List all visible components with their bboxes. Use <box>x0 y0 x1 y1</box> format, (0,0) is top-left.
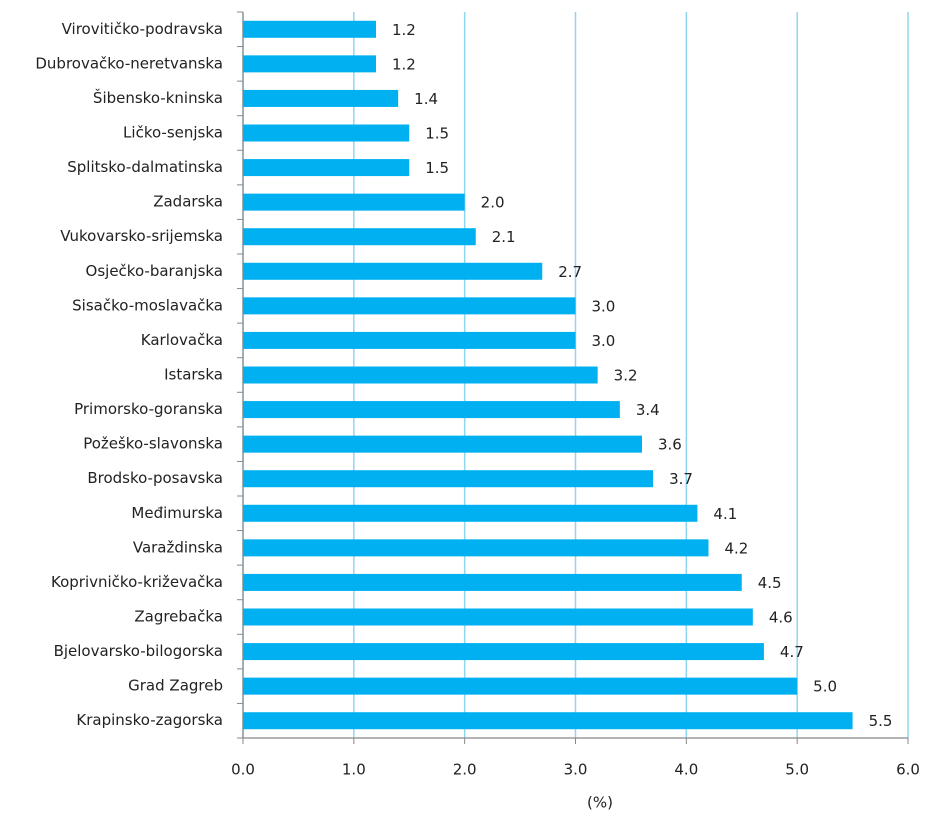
bar <box>243 159 410 177</box>
value-label: 5.0 <box>813 678 837 696</box>
y-tick-label: Vukovarsko-srijemska <box>60 227 223 245</box>
bar <box>243 193 465 211</box>
bar <box>243 712 853 730</box>
bar <box>243 435 642 453</box>
value-label: 4.5 <box>758 574 782 592</box>
y-tick-label: Bjelovarsko-bilogorska <box>54 642 223 660</box>
value-label: 3.7 <box>669 470 693 488</box>
x-tick-label: 5.0 <box>785 761 809 779</box>
value-label: 3.0 <box>592 297 616 315</box>
value-label: 1.2 <box>392 21 416 39</box>
bar <box>243 401 620 419</box>
value-label: 4.6 <box>769 609 793 627</box>
value-label: 2.7 <box>558 263 582 281</box>
x-axis-label: (%) <box>587 794 613 812</box>
y-tick-label: Šibensko-kninska <box>93 88 223 107</box>
value-label: 2.0 <box>481 194 505 212</box>
y-tick-label: Koprivničko-križevačka <box>51 573 223 591</box>
bar <box>243 677 798 695</box>
value-label: 3.2 <box>614 367 638 385</box>
y-tick-label: Karlovačka <box>141 331 223 349</box>
bar <box>243 89 399 107</box>
y-tick-label: Sisačko-moslavačka <box>72 296 223 314</box>
y-tick-label: Virovitičko-podravska <box>62 20 223 38</box>
value-label: 5.5 <box>869 712 893 730</box>
value-label: 1.4 <box>414 90 438 108</box>
y-tick-label: Istarska <box>164 366 223 384</box>
y-tick-label: Grad Zagreb <box>128 677 223 695</box>
value-label: 4.7 <box>780 643 804 661</box>
y-tick-label: Osječko-baranjska <box>86 262 223 280</box>
y-tick-label: Splitsko-dalmatinska <box>67 158 223 176</box>
y-tick-label: Zagrebačka <box>134 608 223 626</box>
bar <box>243 366 598 384</box>
y-tick-label: Varaždinska <box>133 538 223 556</box>
bar <box>243 331 576 349</box>
y-tick-label: Primorsko-goranska <box>74 400 223 418</box>
bar <box>243 573 742 591</box>
y-tick-label: Brodsko-posavska <box>87 469 223 487</box>
bar <box>243 470 654 488</box>
value-label: 4.1 <box>713 505 737 523</box>
bar <box>243 643 764 661</box>
x-tick-label: 6.0 <box>896 761 920 779</box>
x-tick-label: 0.0 <box>231 761 255 779</box>
bar <box>243 228 476 246</box>
bar <box>243 262 543 280</box>
y-tick-label: Požeško-slavonska <box>83 435 223 453</box>
bar <box>243 124 410 142</box>
value-label: 2.1 <box>492 228 516 246</box>
bar <box>243 539 709 557</box>
bar <box>243 297 576 315</box>
value-label: 3.6 <box>658 436 682 454</box>
bar <box>243 504 698 522</box>
bar <box>243 608 753 626</box>
x-tick-label: 2.0 <box>453 761 477 779</box>
value-label: 3.0 <box>592 332 616 350</box>
value-label: 1.2 <box>392 55 416 73</box>
x-tick-label: 1.0 <box>342 761 366 779</box>
value-label: 1.5 <box>425 159 449 177</box>
value-label: 1.5 <box>425 125 449 143</box>
x-tick-label: 4.0 <box>674 761 698 779</box>
bar <box>243 20 376 38</box>
value-label: 3.4 <box>636 401 660 419</box>
y-tick-label: Međimurska <box>131 504 223 522</box>
y-tick-label: Dubrovačko-neretvanska <box>35 54 223 72</box>
x-tick-label: 3.0 <box>564 761 588 779</box>
value-label: 4.2 <box>725 539 749 557</box>
y-tick-label: Zadarska <box>153 193 223 211</box>
bar <box>243 55 376 73</box>
y-tick-label: Krapinsko-zagorska <box>76 711 223 729</box>
y-tick-label: Ličko-senjska <box>123 124 223 142</box>
